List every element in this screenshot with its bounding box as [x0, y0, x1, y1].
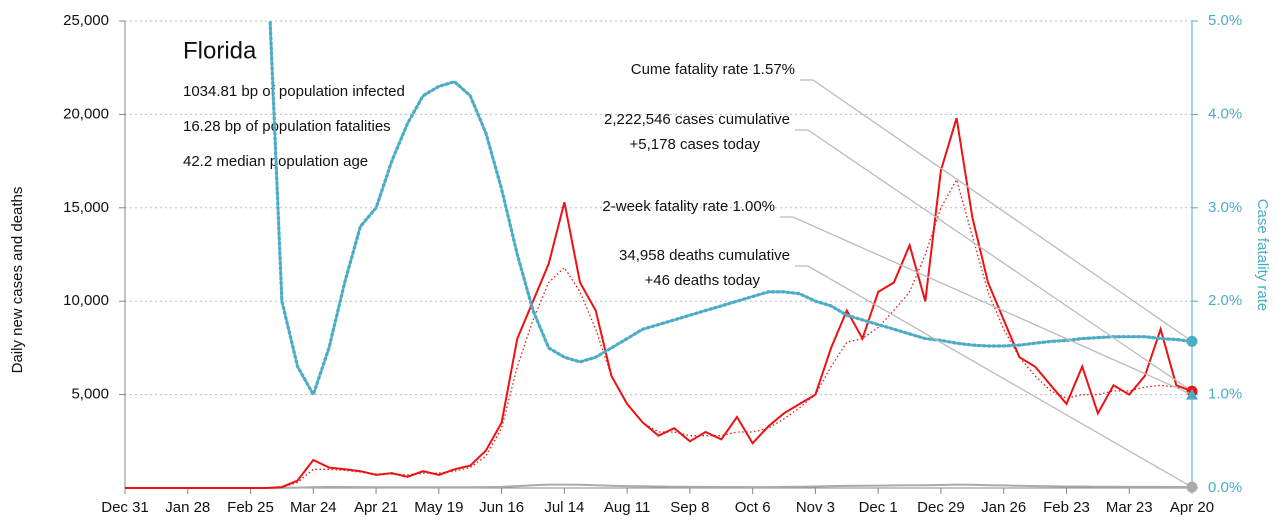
leader-line [795, 265, 1193, 488]
y-tick-label: 10,000 [63, 292, 109, 309]
y2-tick-label: 3.0% [1208, 199, 1242, 216]
y-axis-label: Daily new cases and deaths [9, 187, 26, 374]
subtitle: 16.28 bp of population fatalities [183, 118, 391, 135]
x-tick-label: Feb 23 [1043, 499, 1090, 516]
y2-tick-label: 5.0% [1208, 12, 1242, 29]
leader-line [795, 129, 1193, 392]
annotation-text: 34,958 deaths cumulative [619, 247, 790, 264]
y-tick-label: 15,000 [63, 199, 109, 216]
annotation-text: +5,178 cases today [629, 136, 760, 153]
x-tick-label: Apr 21 [354, 499, 398, 516]
y2-axis-label: Case fatality rate [1254, 199, 1271, 312]
x-tick-label: Dec 1 [859, 499, 898, 516]
leader-line [800, 79, 1193, 342]
x-tick-label: Aug 11 [604, 499, 650, 516]
y-tick-label: 5,000 [71, 386, 109, 403]
x-tick-label: Jan 28 [165, 499, 210, 516]
x-tick-label: Mar 24 [290, 499, 337, 516]
end-marker [1186, 388, 1198, 400]
series-line [125, 117, 1193, 489]
end-marker [1186, 335, 1198, 347]
x-tick-label: Oct 6 [735, 499, 771, 516]
x-tick-label: Sep 8 [670, 499, 709, 516]
annotation-text: +46 deaths today [644, 272, 760, 289]
y-tick-label: 25,000 [63, 12, 109, 29]
x-tick-label: May 19 [414, 499, 463, 516]
leader-line [780, 216, 1193, 396]
series-line [125, 483, 1193, 489]
series-line [268, 21, 1194, 399]
series-line [125, 178, 1193, 489]
end-marker [1186, 481, 1198, 493]
x-tick-label: Apr 20 [1170, 499, 1214, 516]
subtitle: 1034.81 bp of population infected [183, 83, 405, 100]
annotation-text: Cume fatality rate 1.57% [631, 61, 795, 78]
annotation-text: 2,222,546 cases cumulative [604, 111, 790, 128]
x-tick-label: Jun 16 [479, 499, 524, 516]
x-tick-label: Dec 31 [101, 499, 149, 516]
x-tick-label: Feb 25 [227, 499, 274, 516]
x-tick-label: Dec 29 [917, 499, 965, 516]
y2-tick-label: 1.0% [1208, 386, 1242, 403]
x-tick-label: Jan 26 [981, 499, 1026, 516]
x-tick-label: Nov 3 [796, 499, 835, 516]
y2-tick-label: 0.0% [1208, 479, 1242, 496]
chart-title: Florida [183, 37, 257, 64]
plot-area [125, 21, 1194, 489]
annotation-text: 2-week fatality rate 1.00% [602, 198, 775, 215]
x-tick-label: Jul 14 [544, 499, 584, 516]
y2-tick-label: 2.0% [1208, 292, 1242, 309]
x-tick-label: Mar 23 [1106, 499, 1153, 516]
y2-tick-label: 4.0% [1208, 105, 1242, 122]
y-tick-label: 20,000 [63, 105, 109, 122]
